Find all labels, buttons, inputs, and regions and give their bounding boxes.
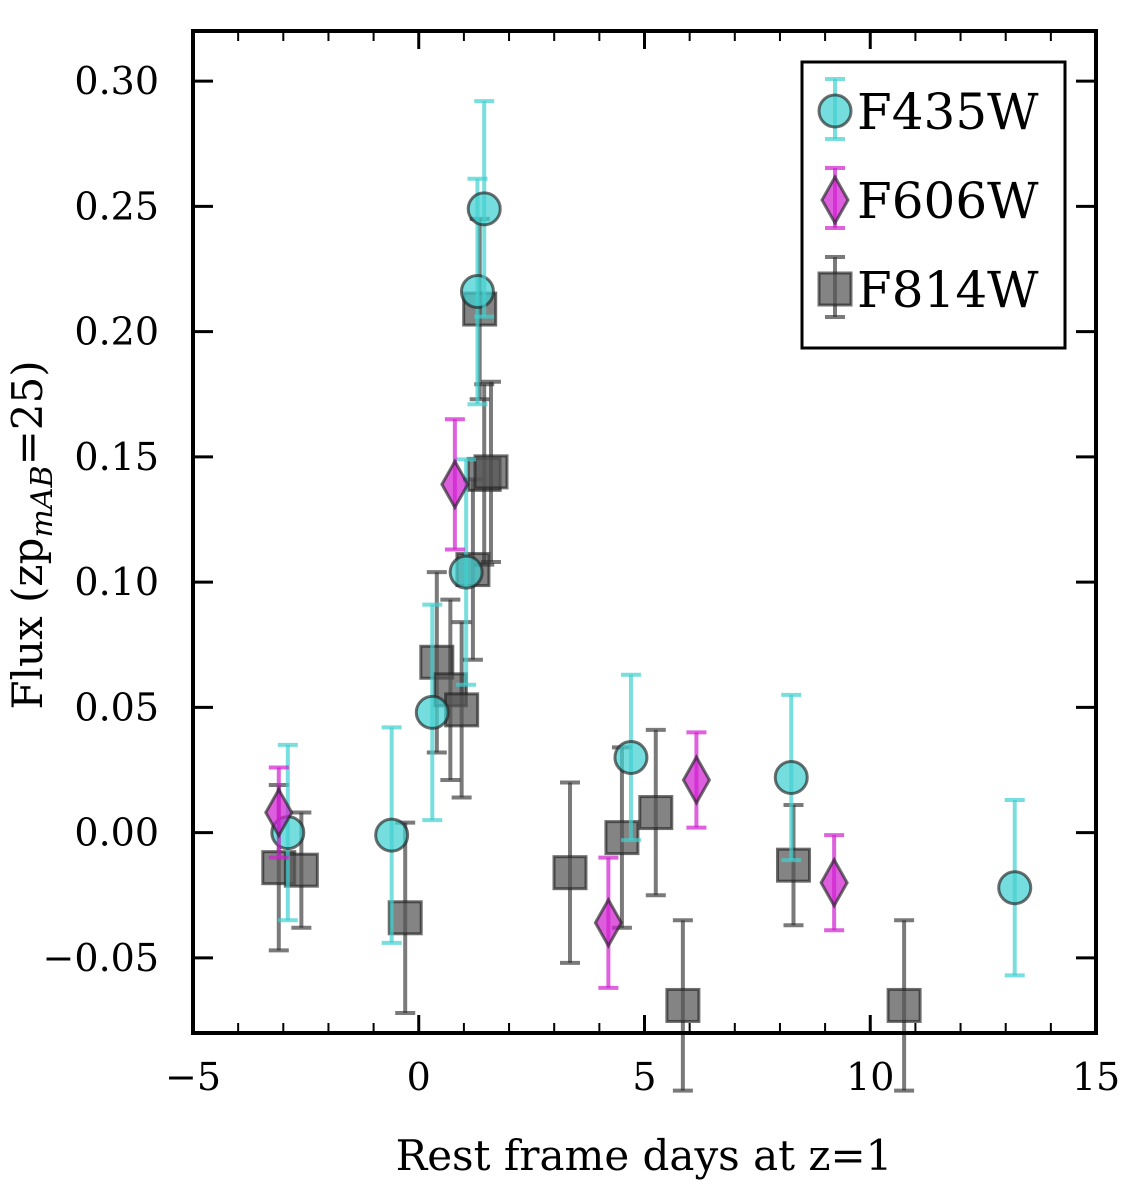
legend-label: F435W (857, 83, 1039, 141)
y-axis-title-sub: mAB (25, 465, 60, 537)
y-tick-label: 0.15 (74, 435, 159, 479)
y-tick-label: 0.25 (74, 184, 159, 228)
y-tick-label: 0.30 (74, 59, 159, 103)
data-point-square (552, 855, 588, 891)
y-tick-label: 0.10 (74, 560, 159, 604)
data-point-circle (613, 739, 649, 775)
data-point-square (638, 795, 674, 831)
axis-ticks: −5 0 5 10 15 −0.05 0.00 0.05 0.10 0.15 0.20 0.25 0.3… (43, 31, 1120, 1099)
x-axis-title: Rest frame days at z=1 (396, 1131, 893, 1180)
data-point-square (604, 820, 640, 856)
y-axis-title: Flux (zpmAB=25) (3, 360, 60, 709)
legend-marker-diamond (820, 173, 850, 227)
y-tick-label: 0.05 (74, 685, 159, 729)
data-point-square (473, 454, 509, 490)
data-point-circle (374, 817, 410, 853)
series-F814W (261, 216, 922, 1093)
data-point-circle (466, 191, 502, 227)
x-tick-label: 10 (846, 1055, 894, 1099)
legend-label: F606W (857, 172, 1039, 230)
data-point-diamond (681, 753, 712, 807)
data-point-diamond (264, 786, 294, 839)
data-point-square (775, 847, 811, 883)
x-tick-label: 5 (632, 1055, 656, 1099)
y-axis-title-main: Flux (zp (3, 538, 52, 710)
data-point-diamond (593, 896, 624, 949)
data-point-diamond (819, 856, 849, 909)
data-point-circle (997, 870, 1033, 906)
data-point-square (283, 852, 319, 888)
x-tick-label: 15 (1072, 1055, 1120, 1099)
legend-marker-square (817, 271, 853, 307)
legend-label: F814W (857, 261, 1039, 319)
legend-marker-circle (817, 93, 853, 129)
data-point-circle (459, 274, 495, 310)
legend-items: F435W F606W F814W (817, 77, 1039, 319)
x-tick-label: 0 (407, 1055, 431, 1099)
data-point-square (444, 692, 480, 728)
x-tick-label: −5 (165, 1055, 221, 1099)
data-point-circle (448, 554, 484, 590)
series-F435W (270, 99, 1033, 978)
data-point-square (665, 987, 701, 1023)
legend: F435W F606W F814W (800, 60, 1067, 350)
data-point-circle (414, 694, 450, 730)
y-tick-label: 0.00 (74, 811, 159, 855)
data-point-circle (773, 759, 809, 795)
data-point-square (886, 987, 922, 1023)
plot-marks (261, 99, 1033, 1093)
y-axis-title-end: =25) (3, 360, 52, 465)
y-tick-label: 0.20 (74, 310, 159, 354)
data-point-square (387, 900, 423, 936)
y-tick-label: −0.05 (43, 936, 159, 980)
series-F606W (264, 417, 849, 990)
data-point-diamond (440, 458, 470, 511)
